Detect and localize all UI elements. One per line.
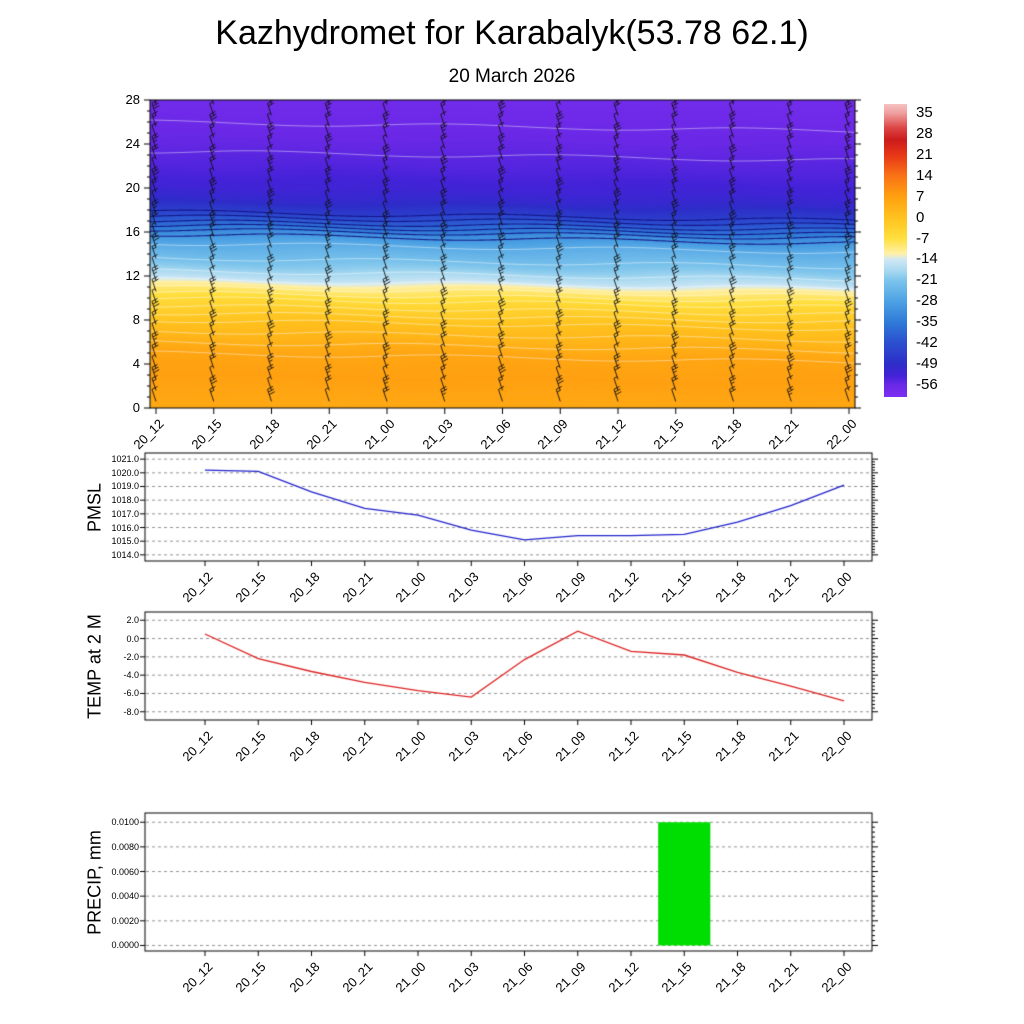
precip-canvas (131, 799, 886, 965)
y-tick-label: 8 (132, 312, 140, 327)
pmsl-axis-label: PMSL (84, 482, 105, 533)
x-tick-label: 21_15 (658, 959, 695, 996)
colorbar-tick-label: -7 (916, 229, 930, 247)
x-tick-label: 21_12 (605, 728, 642, 765)
y-tick-label: 0 (132, 400, 140, 415)
precip-axis-label: PRECIP, mm (84, 830, 105, 935)
x-tick-label: 21_00 (392, 959, 429, 996)
temp2m-axis-label: TEMP at 2 M (84, 614, 105, 719)
x-tick-label: 21_12 (605, 959, 642, 996)
x-tick-label: 20_12 (179, 728, 216, 765)
y-tick-label: 24 (125, 136, 140, 151)
x-tick-label: 21_03 (445, 728, 482, 765)
colorbar-tick-label: 7 (916, 187, 925, 205)
x-tick-label: 20_21 (339, 959, 376, 996)
x-tick-label: 22_00 (818, 959, 855, 996)
colorbar-tick-label: -49 (916, 355, 938, 373)
x-tick-label: 20_12 (179, 959, 216, 996)
colorbar-tick-label: 35 (916, 103, 933, 121)
x-tick-label: 21_21 (765, 959, 802, 996)
x-tick-label: 20_15 (232, 959, 269, 996)
x-tick-label: 21_15 (658, 728, 695, 765)
temperature-colorbar (884, 104, 907, 397)
x-tick-label: 20_18 (285, 728, 323, 765)
x-tick-label: 21_09 (552, 728, 589, 765)
page-subtitle: 20 March 2026 (448, 66, 576, 87)
x-tick-label: 21_09 (552, 959, 589, 996)
colorbar-tick-label: -21 (916, 271, 938, 289)
y-tick-label: 28 (125, 92, 140, 107)
y-tick-label: 16 (125, 224, 140, 239)
x-tick-label: 21_06 (498, 728, 536, 765)
pmsl-canvas (131, 439, 886, 575)
cross-section-canvas (136, 86, 869, 422)
colorbar-tick-label: -42 (916, 334, 938, 352)
page-title: Kazhydromet for Karabalyk(53.78 62.1) (215, 14, 809, 52)
x-tick-label: 21_03 (445, 959, 482, 996)
x-tick-label: 20_21 (339, 728, 376, 765)
x-tick-label: 22_00 (818, 728, 855, 765)
colorbar-tick-label: -28 (916, 292, 938, 310)
colorbar-tick-label: -56 (916, 376, 938, 394)
temp2m-canvas (131, 598, 886, 734)
y-tick-label: 4 (132, 356, 140, 371)
colorbar-tick-label: 28 (916, 124, 933, 142)
colorbar-tick-label: -35 (916, 313, 938, 331)
x-tick-label: 20_18 (285, 959, 323, 996)
colorbar-tick-label: -14 (916, 250, 938, 268)
x-tick-label: 21_06 (498, 959, 536, 996)
colorbar-tick-label: 14 (916, 166, 933, 184)
x-tick-label: 21_00 (392, 728, 429, 765)
y-tick-label: 20 (125, 180, 140, 195)
x-tick-label: 20_15 (232, 728, 269, 765)
colorbar-tick-label: 21 (916, 145, 933, 163)
x-tick-label: 21_18 (711, 728, 749, 765)
colorbar-tick-label: 0 (916, 208, 925, 226)
y-tick-label: 12 (125, 268, 140, 283)
x-tick-label: 21_18 (711, 959, 749, 996)
x-tick-label: 21_21 (765, 728, 802, 765)
